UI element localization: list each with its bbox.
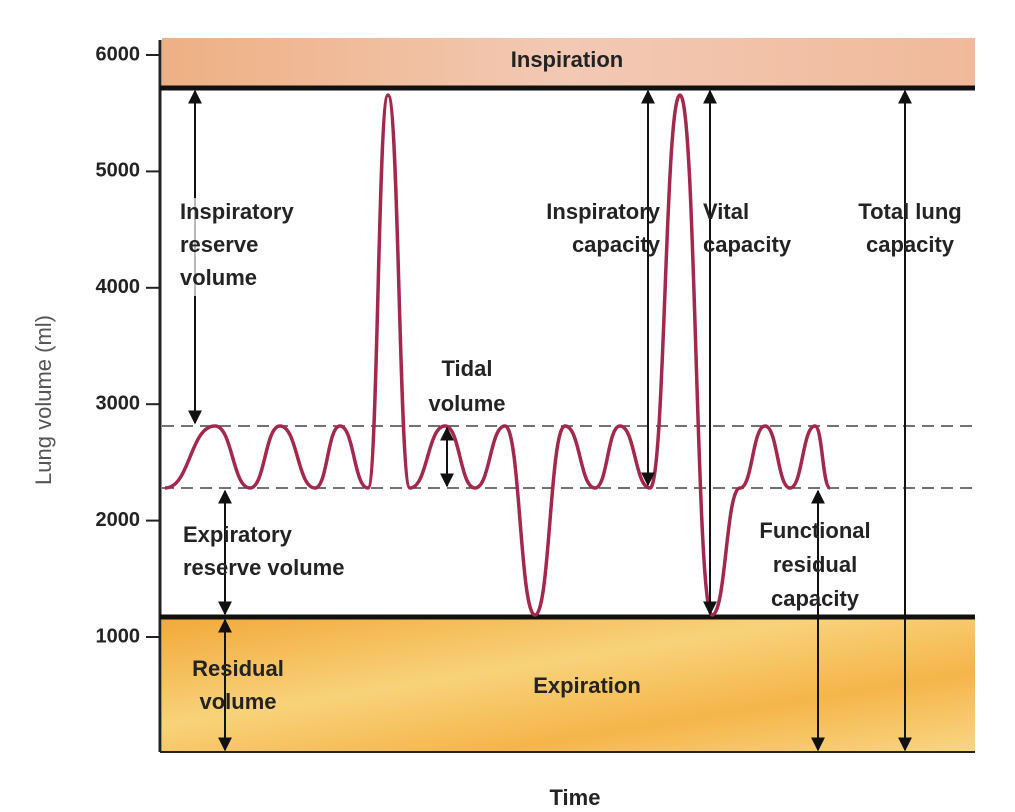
label: Inspiratory xyxy=(180,199,294,224)
y-tick-label: 6000 xyxy=(96,43,141,65)
zone-label: Inspiration xyxy=(511,47,623,72)
label: residual xyxy=(773,552,857,577)
label: Inspiratory xyxy=(546,199,660,224)
diagram: Inspiration Expiration Inspiratory reser… xyxy=(0,0,1015,812)
label: Tidal xyxy=(442,356,493,381)
label: capacity xyxy=(866,232,955,257)
label: capacity xyxy=(703,232,792,257)
y-tick-label: 1000 xyxy=(96,625,141,647)
page: {"axis": {"y_label": "Lung volume (ml)",… xyxy=(0,0,1015,812)
x-axis-label: Time xyxy=(550,785,601,810)
label: Total lung xyxy=(858,199,961,224)
label: volume xyxy=(199,689,276,714)
label: reserve xyxy=(180,232,258,257)
label: volume xyxy=(428,391,505,416)
label: Residual xyxy=(192,656,284,681)
y-tick-label: 5000 xyxy=(96,160,141,182)
label: reserve volume xyxy=(183,555,344,580)
label: Vital xyxy=(703,199,749,224)
label: capacity xyxy=(572,232,661,257)
y-axis-label: Lung volume (ml) xyxy=(31,315,56,485)
label: Expiratory xyxy=(183,522,293,547)
label: Functional xyxy=(759,518,870,543)
label: capacity xyxy=(771,586,860,611)
y-ticks: 1000 2000 3000 4000 5000 6000 xyxy=(96,43,161,647)
zone-label: Expiration xyxy=(533,673,641,698)
y-tick-label: 3000 xyxy=(96,392,141,414)
label: volume xyxy=(180,265,257,290)
y-tick-label: 2000 xyxy=(96,509,141,531)
y-tick-label: 4000 xyxy=(96,276,141,298)
